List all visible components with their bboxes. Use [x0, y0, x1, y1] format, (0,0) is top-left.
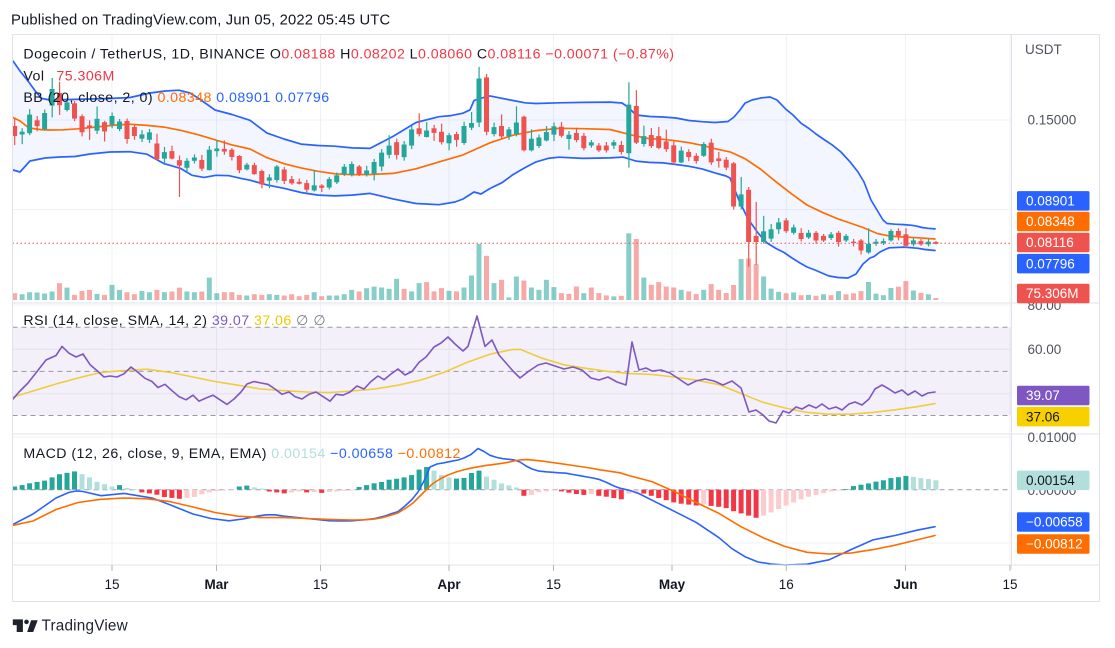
svg-text:Apr: Apr: [437, 577, 461, 592]
svg-text:0.00154: 0.00154: [1026, 473, 1075, 488]
svg-text:−0.00812: −0.00812: [1026, 537, 1083, 552]
svg-text:0.08116: 0.08116: [1026, 235, 1074, 250]
svg-text:TradingView: TradingView: [42, 618, 129, 635]
svg-text:RSI (14, close, SMA, 14, 2) 39: RSI (14, close, SMA, 14, 2) 39.07 37.06 …: [23, 313, 326, 329]
svg-text:Dogecoin / TetherUS, 1D, BINAN: Dogecoin / TetherUS, 1D, BINANCE O0.0818…: [23, 46, 674, 62]
svg-text:Vol 75.306M: Vol 75.306M: [23, 68, 114, 84]
svg-text:37.06: 37.06: [1026, 409, 1060, 424]
svg-text:39.07: 39.07: [1026, 388, 1060, 403]
svg-text:May: May: [659, 577, 686, 592]
svg-text:15: 15: [104, 577, 119, 592]
svg-text:0.08348: 0.08348: [1026, 214, 1075, 229]
svg-text:USDT: USDT: [1025, 42, 1062, 57]
svg-text:15: 15: [313, 577, 328, 592]
svg-text:Published on TradingView.com,: Published on TradingView.com, Jun 05, 20…: [11, 13, 390, 29]
svg-text:75.306M: 75.306M: [1026, 286, 1079, 301]
svg-text:0.15000: 0.15000: [1028, 113, 1077, 128]
svg-text:15: 15: [546, 577, 561, 592]
svg-text:0.01000: 0.01000: [1028, 430, 1077, 445]
svg-text:0.08901: 0.08901: [1026, 194, 1075, 209]
svg-text:MACD (12, 26, close, 9, EMA, E: MACD (12, 26, close, 9, EMA, EMA) 0.0015…: [23, 446, 460, 462]
svg-text:Mar: Mar: [204, 577, 229, 592]
svg-text:0.07796: 0.07796: [1026, 256, 1075, 271]
svg-text:Jun: Jun: [893, 577, 917, 592]
svg-text:15: 15: [1002, 577, 1017, 592]
svg-text:−0.00658: −0.00658: [1026, 515, 1083, 530]
svg-text:60.00: 60.00: [1028, 342, 1062, 357]
svg-text:16: 16: [779, 577, 794, 592]
svg-text:BB (20, close, 2, 0) 0.08348: BB (20, close, 2, 0) 0.08348 0.08901 0.0…: [23, 90, 329, 106]
